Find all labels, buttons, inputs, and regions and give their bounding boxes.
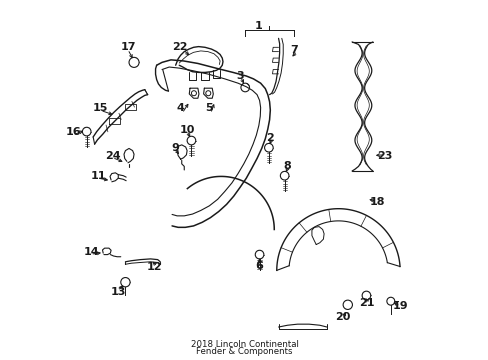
Circle shape	[255, 250, 264, 259]
Text: 10: 10	[179, 125, 194, 135]
Circle shape	[343, 300, 352, 310]
Circle shape	[187, 136, 195, 145]
Text: 21: 21	[358, 298, 373, 308]
Text: 17: 17	[120, 42, 136, 52]
Text: 1: 1	[254, 21, 262, 31]
Circle shape	[362, 291, 370, 300]
Text: 2018 Lincoln Continental: 2018 Lincoln Continental	[190, 340, 298, 349]
Circle shape	[280, 171, 288, 180]
Text: 7: 7	[289, 45, 297, 55]
Text: 20: 20	[335, 312, 350, 322]
Circle shape	[386, 297, 394, 305]
Text: Fender & Components: Fender & Components	[196, 347, 292, 356]
Text: 15: 15	[92, 103, 108, 113]
Text: 9: 9	[171, 143, 179, 153]
Text: 19: 19	[392, 301, 407, 311]
Text: 18: 18	[368, 197, 384, 207]
Circle shape	[121, 278, 130, 287]
Text: 13: 13	[110, 287, 126, 297]
Text: 4: 4	[176, 103, 184, 113]
Text: 23: 23	[377, 150, 392, 161]
Text: 16: 16	[65, 127, 81, 136]
Circle shape	[82, 127, 91, 136]
Text: 2: 2	[266, 133, 274, 143]
Text: 5: 5	[204, 103, 212, 113]
Text: 6: 6	[254, 261, 262, 271]
Text: 3: 3	[236, 71, 244, 81]
Text: 24: 24	[104, 150, 120, 161]
Text: 11: 11	[90, 171, 106, 181]
Text: 8: 8	[283, 161, 290, 171]
Circle shape	[129, 57, 139, 67]
Text: 14: 14	[83, 247, 99, 257]
Text: 12: 12	[146, 262, 162, 272]
Text: 22: 22	[172, 42, 187, 52]
Circle shape	[264, 143, 273, 152]
